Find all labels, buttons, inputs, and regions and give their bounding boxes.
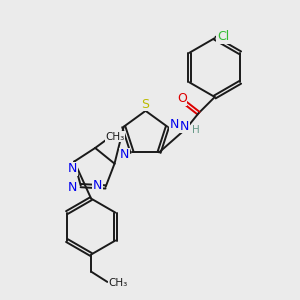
Text: O: O: [177, 92, 187, 105]
Text: N: N: [120, 148, 129, 161]
Text: Cl: Cl: [217, 30, 229, 43]
Text: CH₃: CH₃: [109, 278, 128, 288]
Text: H: H: [192, 125, 200, 135]
Text: CH₃: CH₃: [105, 132, 124, 142]
Text: S: S: [142, 98, 150, 111]
Text: N: N: [180, 120, 189, 133]
Text: N: N: [93, 179, 102, 192]
Text: N: N: [170, 118, 179, 131]
Text: N: N: [68, 162, 77, 176]
Text: N: N: [68, 181, 77, 194]
